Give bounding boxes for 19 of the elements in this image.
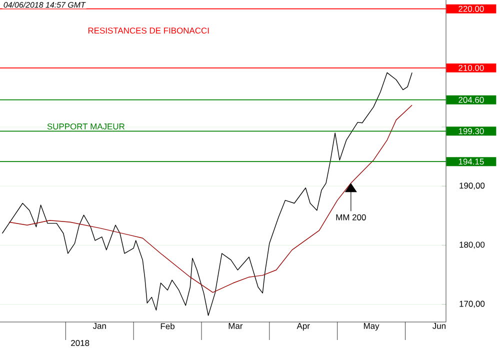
annotation: MM 200 xyxy=(336,214,366,220)
annotation: RESISTANCES DE FIBONACCI xyxy=(88,28,209,34)
x-tick-label: Feb xyxy=(160,323,174,330)
x-axis-title: 2018 xyxy=(71,340,90,346)
ref-line-label: 204.60 xyxy=(458,96,484,103)
x-tick-label: Apr xyxy=(296,323,310,331)
x-tick-label: Mar xyxy=(228,323,243,329)
ref-line-label: 194.15 xyxy=(458,158,484,165)
x-tick-label: May xyxy=(364,323,380,331)
annotation: SUPPORT MAJEUR xyxy=(47,123,125,130)
ref-line-label: 210.00 xyxy=(458,64,484,71)
ref-line-label: 220.00 xyxy=(458,6,484,12)
x-tick-label: Jun xyxy=(432,323,446,329)
ref-line-label: 199.30 xyxy=(458,128,484,134)
y-tick-label: 170,00 xyxy=(460,300,485,308)
y-tick-label: 180,00 xyxy=(460,242,485,249)
line-series xyxy=(8,104,412,293)
x-tick-label: Jan xyxy=(92,323,106,329)
y-tick-label: 190,00 xyxy=(460,182,485,190)
